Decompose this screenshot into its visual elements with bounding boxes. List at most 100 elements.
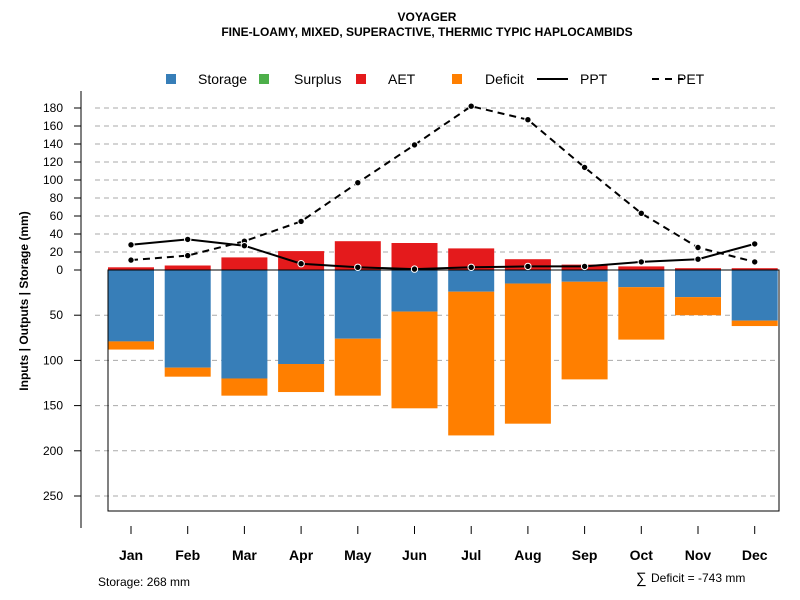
chart-subtitle: FINE-LOAMY, MIXED, SUPERACTIVE, THERMIC … [221,25,632,39]
bar-aet [164,265,211,270]
y-tick-label: 50 [50,308,64,322]
bar-deficit [618,287,665,340]
pet-point [184,251,192,260]
x-tick-label: Mar [232,547,257,563]
legend: Storage Surplus AET Deficit PPT PET [166,71,705,87]
ppt-point [751,240,759,248]
deficit-sum-symbol: ∑ [636,570,647,587]
y-tick-label: 140 [43,137,63,151]
series-lines [127,102,759,273]
bar-storage [675,270,721,298]
legend-swatch-storage [166,74,176,84]
ppt-point [637,258,645,266]
y-tick-label: 250 [43,489,63,503]
ppt-point [410,265,419,273]
bar-deficit [278,364,325,393]
x-tick-label: Jul [461,547,481,563]
pet-point [127,256,135,264]
legend-label-deficit: Deficit [485,71,524,87]
ppt-point [524,262,532,271]
x-tick-label: Jan [119,547,143,563]
bar-storage [108,270,154,342]
x-tick-label: Dec [742,547,768,563]
pet-point [524,116,532,124]
y-tick-label: 150 [43,399,63,413]
ppt-point [694,255,702,263]
pet-point [467,102,475,110]
bar-aet [448,248,495,270]
y-tick-label: 100 [43,173,63,187]
ppt-point [184,235,192,244]
ppt-point [127,241,135,249]
legend-swatch-deficit [452,74,462,84]
ppt-point [467,263,475,271]
pet-point [637,209,645,218]
bar-deficit [448,291,495,436]
pet-point [297,217,305,226]
bar-deficit [675,297,721,316]
ppt-point [297,260,305,268]
pet-point [354,179,362,187]
bar-storage [731,270,778,321]
bar-deficit [391,311,438,409]
x-tick-label: Jun [402,547,427,563]
bar-aet [731,268,778,270]
ppt-point [580,262,589,271]
plot-box [107,269,780,512]
bar-aet [675,268,721,270]
x-tick-label: Nov [685,547,712,563]
bar-aet [618,266,665,270]
pet-point [410,141,419,149]
x-tick-label: Oct [630,547,654,563]
bar-deficit [561,281,608,380]
bar-deficit [164,367,211,377]
storage-total: Storage: 268 mm [98,575,190,589]
bar-storage [618,270,665,288]
y-tick-label: 200 [43,444,63,458]
bar-deficit [108,341,154,350]
pet-point [580,163,589,172]
legend-label-pet: PET [677,71,705,87]
deficit-total: Deficit = -743 mm [651,571,745,585]
x-tick-label: Sep [572,547,598,563]
bar-storage [391,270,438,312]
x-tick-label: Feb [175,547,200,563]
y-tick-label: 160 [43,119,63,133]
bar-storage [561,270,608,282]
legend-label-storage: Storage [198,71,247,87]
x-tick-label: Aug [514,547,541,563]
y-axis-label: Inputs | Outputs | Storage (mm) [17,211,31,390]
y-tick-label: 80 [50,191,64,205]
bar-aet [221,257,268,270]
x-tick-label: Apr [289,547,314,563]
bar-deficit [504,283,551,424]
bar-deficit [221,378,268,396]
bar-aet [108,267,154,270]
bar-storage [448,270,495,292]
legend-label-ppt: PPT [580,71,608,87]
bar-deficit [334,338,381,396]
legend-label-surplus: Surplus [294,71,341,87]
pet-point [694,243,702,252]
ppt-point [240,242,249,250]
legend-label-aet: AET [388,71,416,87]
bar-storage [221,270,268,379]
bar-storage [278,270,325,365]
axes: 0 20 40 60 80 100 120 140 160 180 50 100 150 200 250 Ja… [43,91,768,563]
y-tick-label: 180 [43,101,63,115]
y-tick-label: 100 [43,353,63,367]
bar-deficit [731,320,778,327]
bar-storage [164,270,211,368]
legend-swatch-surplus [259,74,269,84]
bar-storage [504,270,551,284]
legend-swatch-aet [356,74,366,84]
y-tick-label: 60 [50,209,64,223]
ppt-point [354,263,362,271]
bars [108,241,778,436]
ppt-line [130,238,755,271]
pet-point [751,258,759,266]
y-tick-label: 20 [50,245,64,259]
bar-storage [334,270,381,339]
pet-line [130,105,755,263]
